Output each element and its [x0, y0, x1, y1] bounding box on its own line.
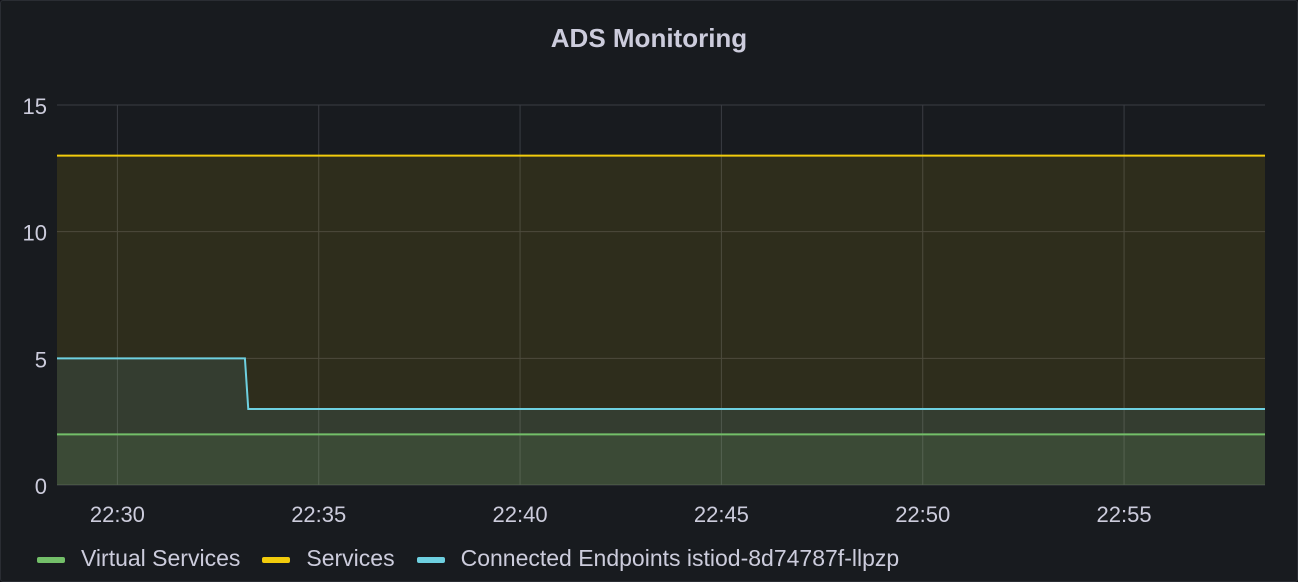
y-tick-label: 0: [35, 474, 47, 499]
chart-svg: 0 5 10 15 22:30 22:35 22:40 22:45 22:50 22:55: [23, 94, 1265, 527]
x-tick-label: 22:30: [90, 502, 145, 527]
series-area-2: [57, 358, 1265, 485]
x-tick-label: 22:45: [694, 502, 749, 527]
legend-swatch-connected-endpoints: [416, 556, 445, 563]
x-tick-label: 22:50: [895, 502, 950, 527]
legend-label-services: Services: [306, 545, 395, 571]
legend: Virtual Services Services Connected Endp…: [37, 545, 921, 572]
y-tick-label: 5: [35, 347, 47, 372]
series-area-0: [57, 434, 1265, 485]
panel-title[interactable]: ADS Monitoring: [550, 23, 748, 53]
y-tick-label: 15: [23, 94, 47, 119]
x-tick-label: 22:55: [1097, 502, 1152, 527]
legend-label-connected-endpoints: Connected Endpoints istiod-8d74787f-llpz…: [460, 545, 900, 571]
legend-item-connected-endpoints[interactable]: Connected Endpoints istiod-8d74787f-llpz…: [416, 545, 900, 572]
legend-swatch-virtual-services: [37, 556, 65, 563]
legend-label-virtual-services: Virtual Services: [81, 545, 241, 571]
x-tick-label: 22:35: [291, 502, 346, 527]
legend-item-virtual-services[interactable]: Virtual Services: [37, 545, 240, 572]
series-area-1: [57, 155, 1265, 485]
y-tick-label: 10: [23, 221, 47, 246]
legend-item-services[interactable]: Services: [262, 545, 395, 572]
series-line-2: [57, 357, 1265, 410]
legend-swatch-services: [262, 556, 291, 563]
x-tick-label: 22:40: [493, 502, 548, 527]
